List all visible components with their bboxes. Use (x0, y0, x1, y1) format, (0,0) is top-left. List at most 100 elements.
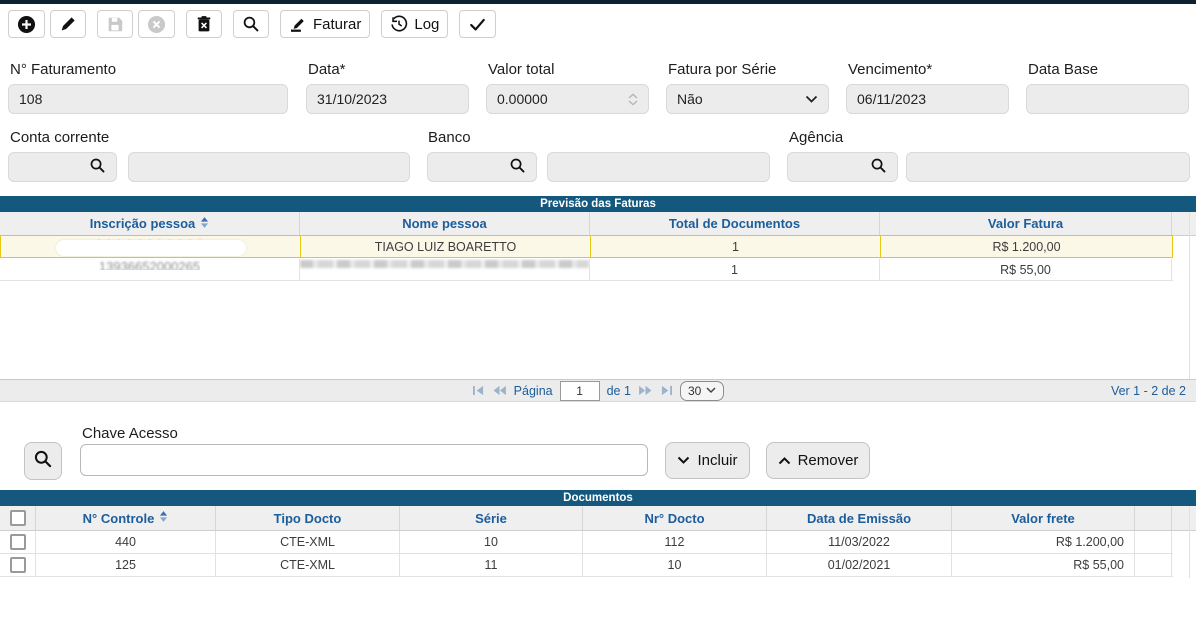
delete-button[interactable] (186, 10, 222, 38)
documentos-col-docto[interactable]: Nr° Docto (583, 506, 767, 530)
number-spinner-icon[interactable] (628, 92, 638, 106)
next-page-icon[interactable] (638, 385, 653, 396)
cell-valor: R$ 55,00 (880, 259, 1172, 280)
data-base-label: Data Base (1028, 61, 1099, 78)
agencia-descricao-field[interactable] (906, 152, 1190, 182)
cell-inscricao-masked: 13936652000265 (0, 259, 300, 280)
documentos-row[interactable]: 125 CTE-XML 11 10 01/02/2021 R$ 55,00 (0, 554, 1173, 577)
row-checkbox[interactable] (9, 557, 26, 573)
page-size-select[interactable]: 30 (679, 380, 725, 401)
previsao-col-total[interactable]: Total de Documentos (590, 212, 880, 235)
n-faturamento-value: 108 (19, 91, 43, 107)
chave-acesso-input[interactable] (80, 444, 648, 476)
previsao-header-gutter (1172, 212, 1196, 235)
documentos-col-extra (1135, 506, 1172, 530)
vencimento-value: 06/11/2023 (857, 91, 927, 107)
page-number-input[interactable] (559, 380, 600, 401)
select-all-checkbox[interactable] (9, 510, 26, 526)
vencimento-field[interactable]: 06/11/2023 (846, 84, 1009, 114)
col-label: N° Controle (82, 510, 155, 526)
fatura-por-serie-select[interactable]: Não (666, 84, 829, 114)
valor-total-field[interactable]: 0.00000 (486, 84, 649, 114)
col-label: Série (475, 510, 507, 526)
data-base-field[interactable] (1026, 84, 1189, 114)
cell-nome-masked (300, 259, 590, 280)
previsao-table-header: Inscrição pessoa Nome pessoa Total de Do… (0, 212, 1196, 236)
last-page-icon[interactable] (660, 385, 673, 396)
previsao-col-valor[interactable]: Valor Fatura (880, 212, 1172, 235)
col-label: Data de Emissão (806, 510, 912, 526)
cell-emissao: 11/03/2022 (767, 531, 952, 553)
search-icon (509, 157, 526, 177)
n-faturamento-field[interactable]: 108 (8, 84, 288, 114)
sort-icon[interactable] (200, 216, 209, 232)
log-label: Log (414, 15, 440, 33)
chave-search-button[interactable] (24, 442, 62, 480)
cell-controle: 125 (36, 554, 216, 576)
cell-docto: 112 (583, 531, 767, 553)
col-label: Inscrição pessoa (89, 216, 196, 231)
banco-lookup[interactable] (427, 152, 537, 182)
save-button[interactable] (97, 10, 133, 38)
documentos-title-text: Documentos (563, 492, 633, 504)
history-clock-icon (390, 15, 408, 33)
search-toolbar-button[interactable] (233, 10, 269, 38)
cell-frete: R$ 1.200,00 (952, 531, 1135, 553)
banco-label: Banco (428, 129, 471, 146)
chevron-up-icon (778, 452, 791, 469)
remover-button[interactable]: Remover (766, 442, 870, 479)
select-all-checkbox-cell (0, 506, 36, 530)
cancel-circle-icon (147, 15, 166, 34)
fatura-por-serie-value: Não (677, 91, 703, 107)
cell-nome: TIAGO LUIZ BOARETTO (301, 236, 591, 257)
prev-page-icon[interactable] (492, 385, 507, 396)
faturar-button[interactable]: Faturar (280, 10, 371, 38)
edit-button[interactable] (50, 10, 86, 38)
log-button[interactable]: Log (381, 10, 449, 38)
documentos-col-tipo[interactable]: Tipo Docto (216, 506, 400, 530)
agencia-lookup[interactable] (787, 152, 898, 182)
cancel-button[interactable] (138, 10, 175, 38)
add-button[interactable] (8, 10, 45, 38)
previsao-col-inscricao[interactable]: Inscrição pessoa (0, 212, 300, 235)
search-icon (242, 15, 260, 33)
documentos-row[interactable]: 440 CTE-XML 10 112 11/03/2022 R$ 1.200,0… (0, 531, 1173, 554)
data-label: Data* (308, 61, 346, 78)
first-page-icon[interactable] (472, 385, 485, 396)
remover-label: Remover (797, 452, 859, 469)
documentos-col-serie[interactable]: Série (400, 506, 583, 530)
confirm-button[interactable] (459, 10, 497, 38)
pencil-icon (59, 15, 77, 33)
incluir-button[interactable]: Incluir (665, 442, 750, 479)
valor-total-value: 0.00000 (497, 91, 548, 107)
documentos-col-controle[interactable]: N° Controle (36, 506, 216, 530)
cell-total: 1 (591, 236, 881, 257)
documentos-col-emissao[interactable]: Data de Emissão (767, 506, 952, 530)
banco-descricao-field[interactable] (547, 152, 770, 182)
cell-extra (1135, 531, 1172, 553)
conta-corrente-lookup[interactable] (8, 152, 117, 182)
checkmark-icon (468, 15, 487, 34)
documentos-col-frete[interactable]: Valor frete (952, 506, 1135, 530)
previsao-row-selected[interactable]: - - - - - - - - - - - TIAGO LUIZ BOARETT… (0, 235, 1173, 258)
previsao-row[interactable]: 13936652000265 1 R$ 55,00 (0, 259, 1173, 281)
previsao-scrollbar-track[interactable] (1189, 212, 1190, 379)
sort-icon[interactable] (159, 510, 168, 526)
search-icon (870, 157, 887, 177)
cell-docto: 10 (583, 554, 767, 576)
conta-corrente-label: Conta corrente (10, 129, 110, 146)
documentos-scrollbar-track[interactable] (1189, 506, 1190, 578)
redaction-sticker (55, 240, 246, 256)
row-checkbox[interactable] (9, 534, 26, 550)
previsao-pagination-bar: Página de 1 30 Ver 1 - 2 de 2 (0, 379, 1196, 402)
cell-frete: R$ 55,00 (952, 554, 1135, 576)
chave-acesso-label: Chave Acesso (82, 425, 178, 442)
cell-valor: R$ 1.200,00 (881, 236, 1173, 257)
row-checkbox-cell (0, 554, 36, 576)
cell-extra (1135, 554, 1172, 576)
conta-corrente-descricao-field[interactable] (128, 152, 410, 182)
data-field[interactable]: 31/10/2023 (306, 84, 469, 114)
row-checkbox-cell (0, 531, 36, 553)
previsao-col-nome[interactable]: Nome pessoa (300, 212, 590, 235)
